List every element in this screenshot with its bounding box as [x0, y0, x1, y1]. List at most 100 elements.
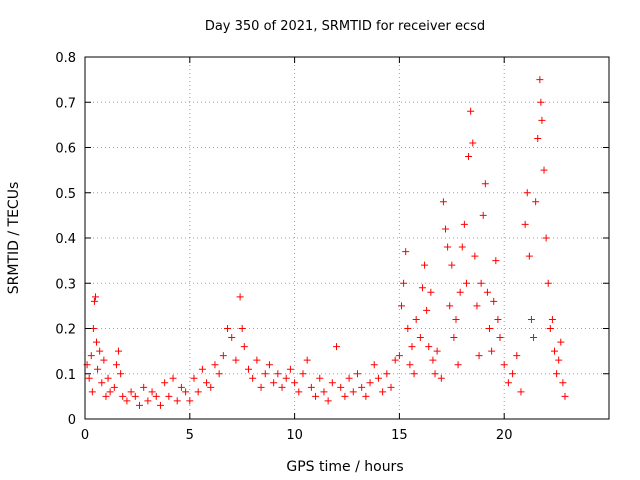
data-point: [211, 361, 219, 369]
data-point: [448, 261, 456, 269]
data-point: [421, 261, 429, 269]
data-point: [416, 334, 424, 342]
data-point: [488, 347, 496, 355]
data-point: [320, 388, 328, 396]
data-point: [423, 306, 431, 314]
data-point: [123, 397, 131, 405]
data-point: [324, 397, 332, 405]
data-point: [337, 383, 345, 391]
data-point: [555, 356, 563, 364]
data-point: [115, 347, 123, 355]
y-tick-label: 0.8: [55, 51, 76, 66]
data-point: [444, 243, 452, 251]
data-point: [194, 388, 202, 396]
data-point: [106, 388, 114, 396]
data-point: [379, 388, 387, 396]
data-point: [110, 383, 118, 391]
data-point: [90, 297, 98, 305]
data-point: [328, 379, 336, 387]
data-point: [299, 370, 307, 378]
data-point: [462, 279, 470, 287]
data-point: [278, 383, 286, 391]
data-point: [87, 352, 95, 360]
data-point: [94, 365, 102, 373]
data-point: [465, 153, 473, 161]
data-point: [395, 352, 403, 360]
data-point: [477, 279, 485, 287]
data-point: [238, 325, 246, 332]
data-point: [88, 388, 96, 396]
data-point: [469, 139, 477, 147]
data-point: [249, 374, 257, 382]
data-point: [236, 293, 244, 301]
gridlines: [85, 57, 609, 419]
data-point: [439, 198, 447, 206]
data-point: [362, 392, 370, 400]
data-point: [500, 361, 508, 369]
data-point: [265, 361, 273, 369]
data-point: [215, 370, 223, 378]
data-point: [102, 392, 110, 400]
data-point: [282, 374, 290, 382]
data-point: [471, 252, 479, 260]
data-point: [536, 76, 544, 84]
data-point: [274, 370, 282, 378]
data-point: [402, 248, 410, 256]
y-tick-label: 0.6: [55, 142, 76, 157]
data-point: [400, 279, 408, 287]
data-point: [467, 107, 475, 115]
data-points: [83, 76, 569, 409]
y-tick-label: 0: [68, 413, 76, 428]
x-tick-label: 10: [286, 428, 303, 443]
data-point: [473, 302, 481, 310]
data-point: [538, 116, 546, 124]
data-point: [387, 383, 395, 391]
data-point: [270, 379, 278, 387]
data-point: [140, 383, 148, 391]
data-point: [169, 374, 177, 382]
data-point: [228, 334, 236, 342]
x-tick-label: 20: [496, 428, 513, 443]
data-point: [345, 374, 353, 382]
data-point: [542, 234, 550, 242]
data-point: [286, 365, 294, 373]
data-point: [540, 166, 548, 174]
data-point: [458, 243, 466, 251]
data-point: [412, 315, 420, 323]
data-point: [408, 343, 416, 351]
data-point: [530, 334, 538, 342]
data-point: [253, 356, 261, 364]
data-point: [534, 134, 542, 142]
data-point: [112, 361, 120, 369]
data-point: [551, 347, 559, 355]
x-tick-label: 15: [391, 428, 408, 443]
data-point: [119, 392, 127, 400]
data-point: [427, 288, 435, 296]
data-point: [559, 379, 567, 387]
y-tick-label: 0.2: [55, 323, 76, 338]
data-point: [307, 383, 315, 391]
data-point: [523, 189, 531, 197]
data-point: [182, 388, 190, 396]
data-point: [219, 352, 227, 360]
data-point: [496, 334, 504, 342]
y-axis-label: SRMTID / TECUs: [6, 182, 22, 295]
data-point: [481, 180, 489, 188]
data-point: [544, 279, 552, 287]
y-tick-label: 0.3: [55, 277, 76, 292]
data-point: [418, 284, 426, 292]
data-point: [316, 374, 324, 382]
data-point: [186, 397, 194, 405]
data-point: [494, 315, 502, 323]
data-point: [333, 343, 341, 351]
data-point: [561, 392, 569, 400]
data-point: [431, 370, 439, 378]
data-point: [117, 370, 125, 378]
data-point: [349, 388, 357, 396]
data-point: [513, 352, 521, 360]
data-point: [553, 370, 561, 378]
data-point: [96, 347, 104, 355]
data-point: [161, 379, 169, 387]
data-point: [452, 315, 460, 323]
